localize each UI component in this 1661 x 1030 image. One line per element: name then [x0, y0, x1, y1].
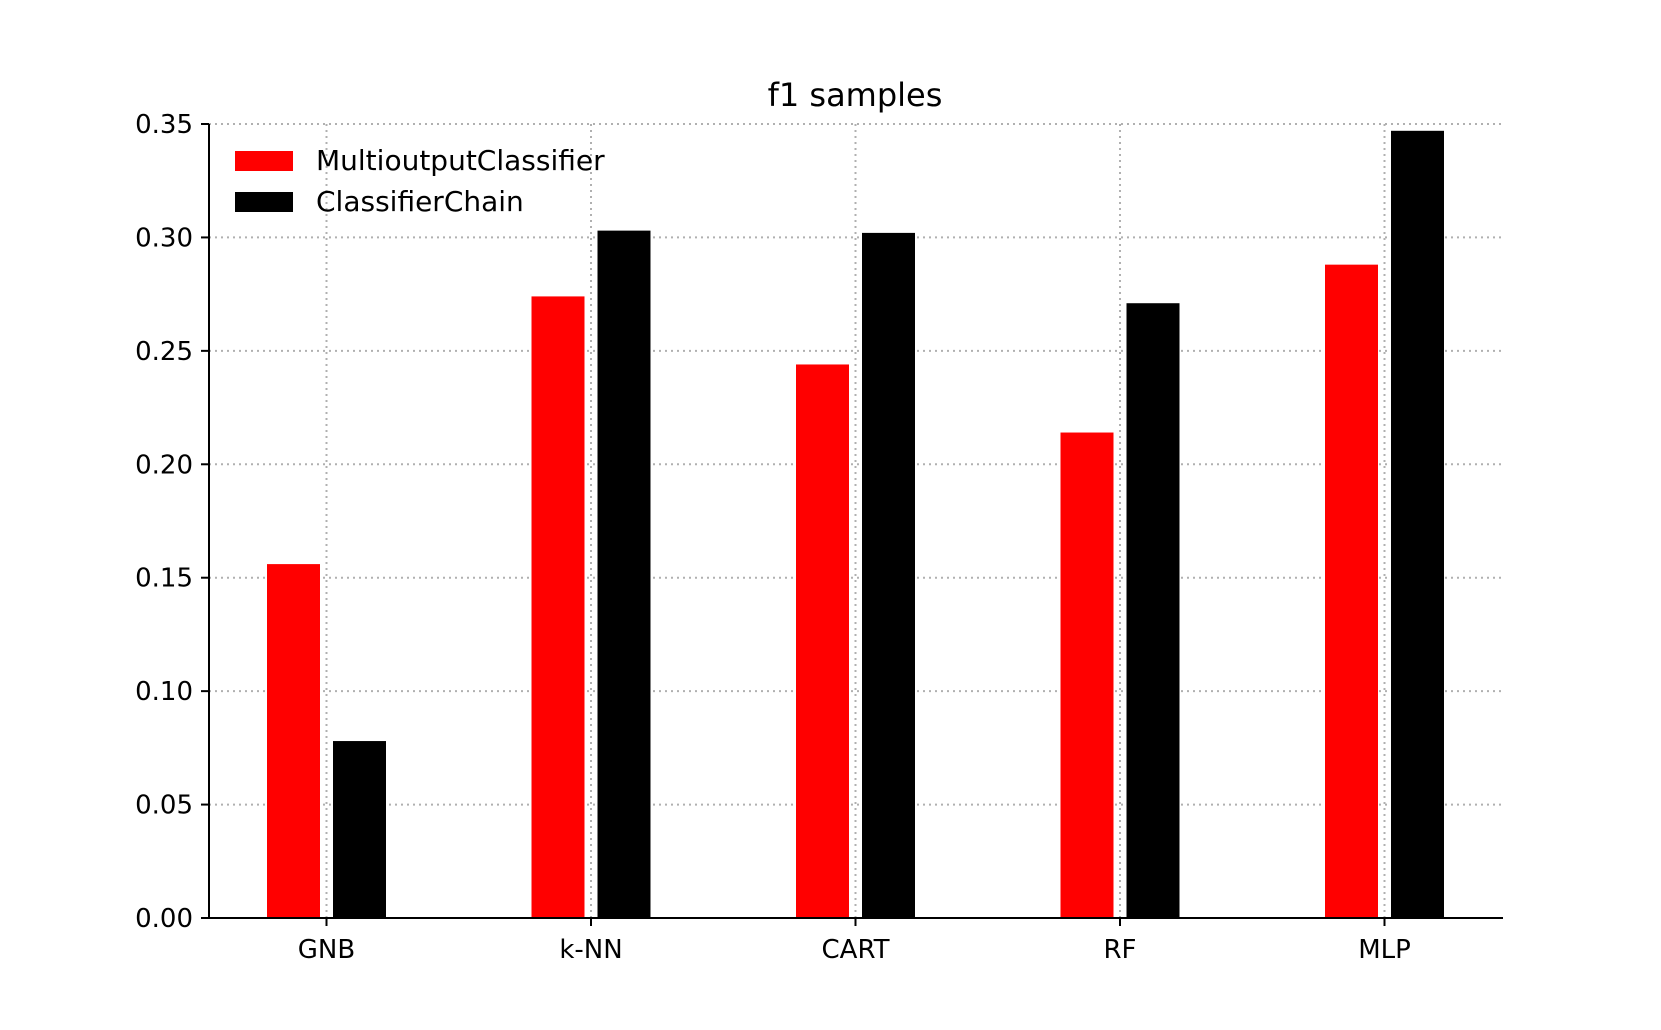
bar-multioutputclassifier-cart: [796, 364, 849, 918]
legend-swatch: [235, 151, 293, 171]
y-tick-label: 0.25: [135, 337, 193, 367]
x-tick-label: k-NN: [559, 935, 622, 965]
y-tick-label: 0.05: [135, 791, 193, 821]
legend-label: MultioutputClassifier: [316, 144, 605, 177]
bar-classifierchain-k-nn: [597, 230, 651, 918]
y-tick-label: 0.30: [135, 223, 193, 253]
grid-lines: [209, 123, 1503, 919]
bar-multioutputclassifier-gnb: [267, 564, 320, 918]
y-tick-label: 0.35: [135, 110, 193, 140]
x-tick-label: CART: [822, 935, 890, 965]
bar-classifierchain-gnb: [333, 741, 386, 918]
bar-multioutputclassifier-rf: [1060, 432, 1114, 918]
legend: MultioutputClassifier ClassifierChain: [235, 144, 605, 218]
x-tick-label: RF: [1103, 935, 1136, 965]
bar-classifierchain-mlp: [1391, 130, 1444, 918]
y-tick-label: 0.10: [135, 677, 193, 707]
x-tick-label: GNB: [298, 935, 355, 965]
chart-title: f1 samples: [768, 76, 943, 114]
y-tick-label: 0.20: [135, 450, 193, 480]
y-tick-label: 0.15: [135, 564, 193, 594]
y-tick-label: 0.00: [135, 904, 193, 934]
bar-multioutputclassifier-k-nn: [531, 296, 585, 918]
legend-label: ClassifierChain: [316, 185, 524, 218]
bars: [267, 130, 1444, 919]
axes: [201, 123, 1503, 926]
legend-swatch: [235, 192, 293, 212]
x-tick-label: MLP: [1358, 935, 1411, 965]
bar-multioutputclassifier-mlp: [1325, 264, 1378, 918]
tick-labels: 0.00 0.05 0.10 0.15 0.20 0.25 0.30 0.35 GNB k-NN C…: [135, 110, 1411, 965]
bar-classifierchain-cart: [862, 232, 915, 919]
bar-classifierchain-rf: [1126, 303, 1180, 918]
